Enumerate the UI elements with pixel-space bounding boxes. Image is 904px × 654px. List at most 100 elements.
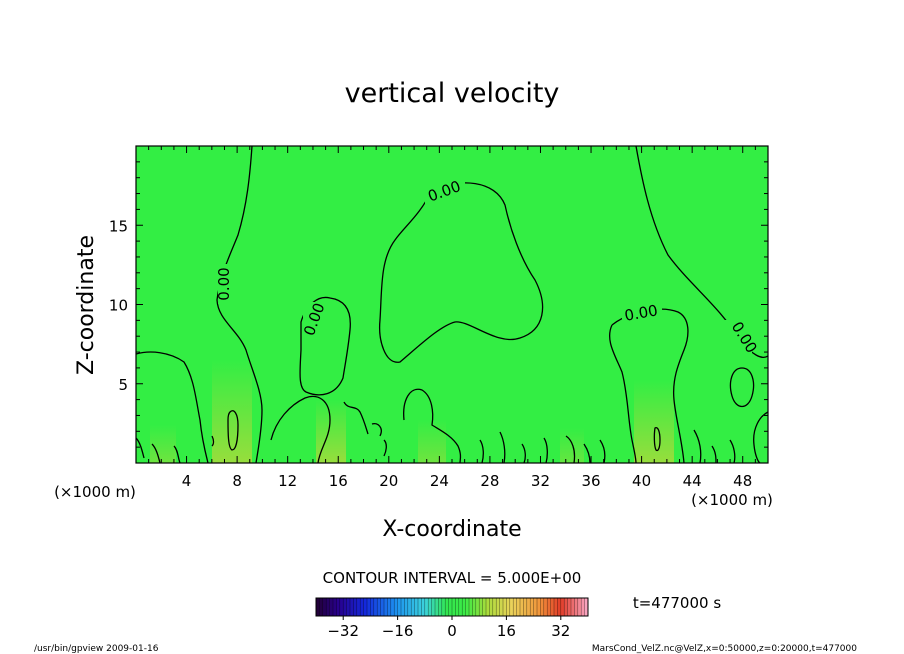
colorbar-segment [503, 598, 507, 616]
colorbar-segment [346, 598, 351, 616]
colorbar-segment [356, 598, 361, 616]
colorbar-segment [482, 598, 487, 616]
colorbar-segment [577, 598, 582, 616]
colorbar-tick-label: 0 [447, 622, 457, 640]
colorbar-segment [516, 598, 521, 616]
colorbar-segment [367, 598, 371, 616]
contour-top-blob [379, 182, 544, 363]
x-unit-left: (×1000 m) [54, 483, 136, 501]
colorbar-segment [350, 598, 354, 616]
colorbar-segment [554, 598, 558, 616]
x-tick-label: 44 [683, 472, 702, 490]
colorbar-segment [533, 598, 538, 616]
colorbar-segment [441, 598, 446, 616]
colorbar-segment [458, 598, 463, 616]
contour-small-oval [729, 367, 755, 408]
colorbar-segment [584, 598, 589, 616]
colorbar-segment [469, 598, 473, 616]
colorbar-segment [373, 598, 378, 616]
contour-labels: 0.00 0.00 0.00 0.00 0.00 [215, 177, 761, 360]
colorbar-segment [489, 598, 494, 616]
colorbar-segment [424, 598, 429, 616]
colorbar-segment [377, 598, 381, 616]
x-tick-label: 24 [430, 472, 449, 490]
colorbar-segment [520, 598, 524, 616]
x-tick-label: 8 [232, 472, 242, 490]
colorbar-segment [363, 598, 368, 616]
colorbar-segment [526, 598, 531, 616]
colorbar-segment [465, 598, 470, 616]
plume-highlights [150, 360, 674, 463]
x-tick-label: 12 [278, 472, 297, 490]
colorbar-segment [452, 598, 456, 616]
colorbar-segment [547, 598, 551, 616]
colorbar-segment [390, 598, 395, 616]
colorbar-segment [472, 598, 477, 616]
colorbar-tick-label: −16 [382, 622, 414, 640]
contour-mid-base [270, 395, 331, 463]
y-tick-label: 5 [118, 376, 128, 394]
colorbar-segment [560, 598, 565, 616]
colorbar-segment [564, 598, 568, 616]
contour-mid-lobe [299, 296, 351, 396]
x-tick-label: 40 [632, 472, 651, 490]
colorbar-segment [435, 598, 439, 616]
contour-right-core [653, 426, 661, 452]
colorbar-segment [509, 598, 514, 616]
colorbar-segment [411, 598, 415, 616]
colorbar-segment [322, 598, 327, 616]
contour-noise-center [343, 401, 548, 463]
colorbar-segment [506, 598, 511, 616]
colorbar-segment [543, 598, 548, 616]
y-tick-label: 10 [109, 297, 128, 315]
colorbar-segment [316, 598, 320, 616]
colorbar [315, 597, 589, 617]
x-tick-label: 20 [379, 472, 398, 490]
colorbar-segment [404, 598, 409, 616]
colorbar-segment [343, 598, 347, 616]
colorbar-segment [394, 598, 398, 616]
colorbar-segment [438, 598, 443, 616]
footer-right: MarsCond_VelZ.nc@VelZ,x=0:50000,z=0:2000… [592, 644, 857, 654]
colorbar-segment [384, 598, 388, 616]
footer-left: /usr/bin/gpview 2009-01-16 [34, 644, 159, 654]
colorbar-segment [431, 598, 436, 616]
colorbar-segment [414, 598, 419, 616]
colorbar-segment [462, 598, 466, 616]
x-tick-label: 28 [480, 472, 499, 490]
contour-left-tower [216, 146, 263, 463]
contour-noise-right [565, 429, 736, 463]
colorbar-segment [540, 598, 545, 616]
colorbar-segment [455, 598, 460, 616]
colorbar-segment [486, 598, 490, 616]
colorbar-segment [475, 598, 480, 616]
colorbar-segment [550, 598, 555, 616]
colorbar-segment [401, 598, 405, 616]
contour-label-left: 0.00 [215, 267, 233, 300]
colorbar-segment [336, 598, 341, 616]
y-tick-label: 15 [109, 217, 128, 235]
colorbar-ticks: −32 −16 0 16 32 [327, 616, 570, 640]
contour-interval: CONTOUR INTERVAL = 5.000E+00 [323, 569, 582, 587]
contour-right-tower [635, 146, 768, 358]
colorbar-segment [445, 598, 449, 616]
x-tick-label: 4 [182, 472, 192, 490]
colorbar-segment [326, 598, 330, 616]
colorbar-tick-label: −32 [327, 622, 359, 640]
colorbar-segment [370, 598, 375, 616]
contour-right-plume-left [608, 324, 637, 463]
chart-title: vertical velocity [345, 78, 560, 109]
colorbar-tick-label: 16 [497, 622, 516, 640]
colorbar-segment [557, 598, 562, 616]
contour-left-plume [136, 351, 209, 463]
y-axis: 5 10 15 [109, 145, 768, 464]
colorbar-segment [387, 598, 392, 616]
contour-center-lobe [403, 388, 462, 463]
x-tick-label: 36 [581, 472, 600, 490]
colorbar-segment [428, 598, 432, 616]
colorbar-segment [479, 598, 483, 616]
colorbar-segment [319, 598, 324, 616]
colorbar-segment [360, 598, 364, 616]
contour-left-core [227, 410, 239, 451]
